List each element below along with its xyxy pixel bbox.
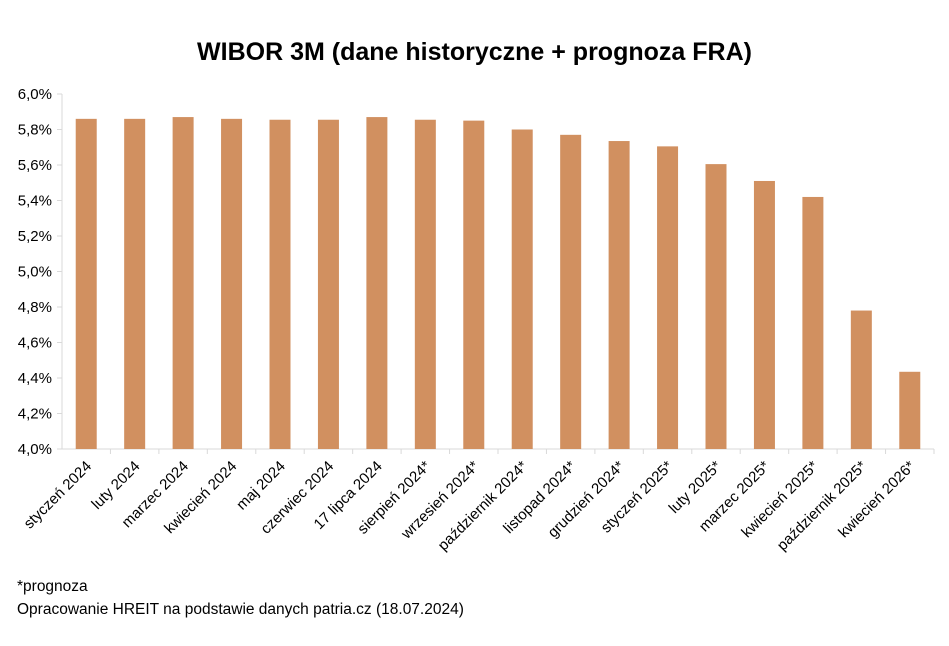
bar: [172, 117, 194, 449]
bar: [269, 119, 291, 450]
bar: [221, 118, 243, 449]
y-tick-label: 5,4%: [18, 193, 52, 210]
y-tick-label: 4,8%: [18, 299, 52, 316]
y-tick-label: 4,6%: [18, 335, 52, 352]
x-tick-label: styczeń 2024: [21, 458, 96, 533]
y-tick-label: 5,8%: [18, 122, 52, 139]
bar: [511, 129, 533, 449]
bar: [317, 119, 339, 450]
y-tick-label: 5,2%: [18, 228, 52, 245]
bar: [560, 134, 582, 449]
y-tick-label: 5,6%: [18, 157, 52, 174]
x-tick-label: październik 2024*: [435, 458, 531, 554]
bar: [657, 146, 679, 450]
bar: [850, 310, 872, 449]
y-tick-label: 5,0%: [18, 264, 52, 281]
y-tick-label: 4,4%: [18, 370, 52, 387]
chart-title: WIBOR 3M (dane historyczne + prognoza FR…: [197, 38, 752, 66]
bar: [608, 141, 630, 449]
bar: [366, 117, 388, 449]
bar: [463, 120, 485, 449]
forecast-note: *prognoza: [17, 578, 88, 595]
bar: [899, 371, 921, 449]
y-tick-label: 4,0%: [18, 441, 52, 458]
bar: [753, 180, 775, 449]
y-tick-label: 6,0%: [18, 86, 52, 103]
bar: [802, 196, 824, 449]
y-tick-label: 4,2%: [18, 406, 52, 423]
source-note: Opracowanie HREIT na podstawie danych pa…: [17, 601, 464, 618]
bar: [124, 118, 146, 449]
bar: [414, 119, 436, 450]
bar: [75, 118, 97, 449]
x-tick-label: październik 2025*: [774, 458, 870, 554]
bar: [705, 164, 727, 450]
